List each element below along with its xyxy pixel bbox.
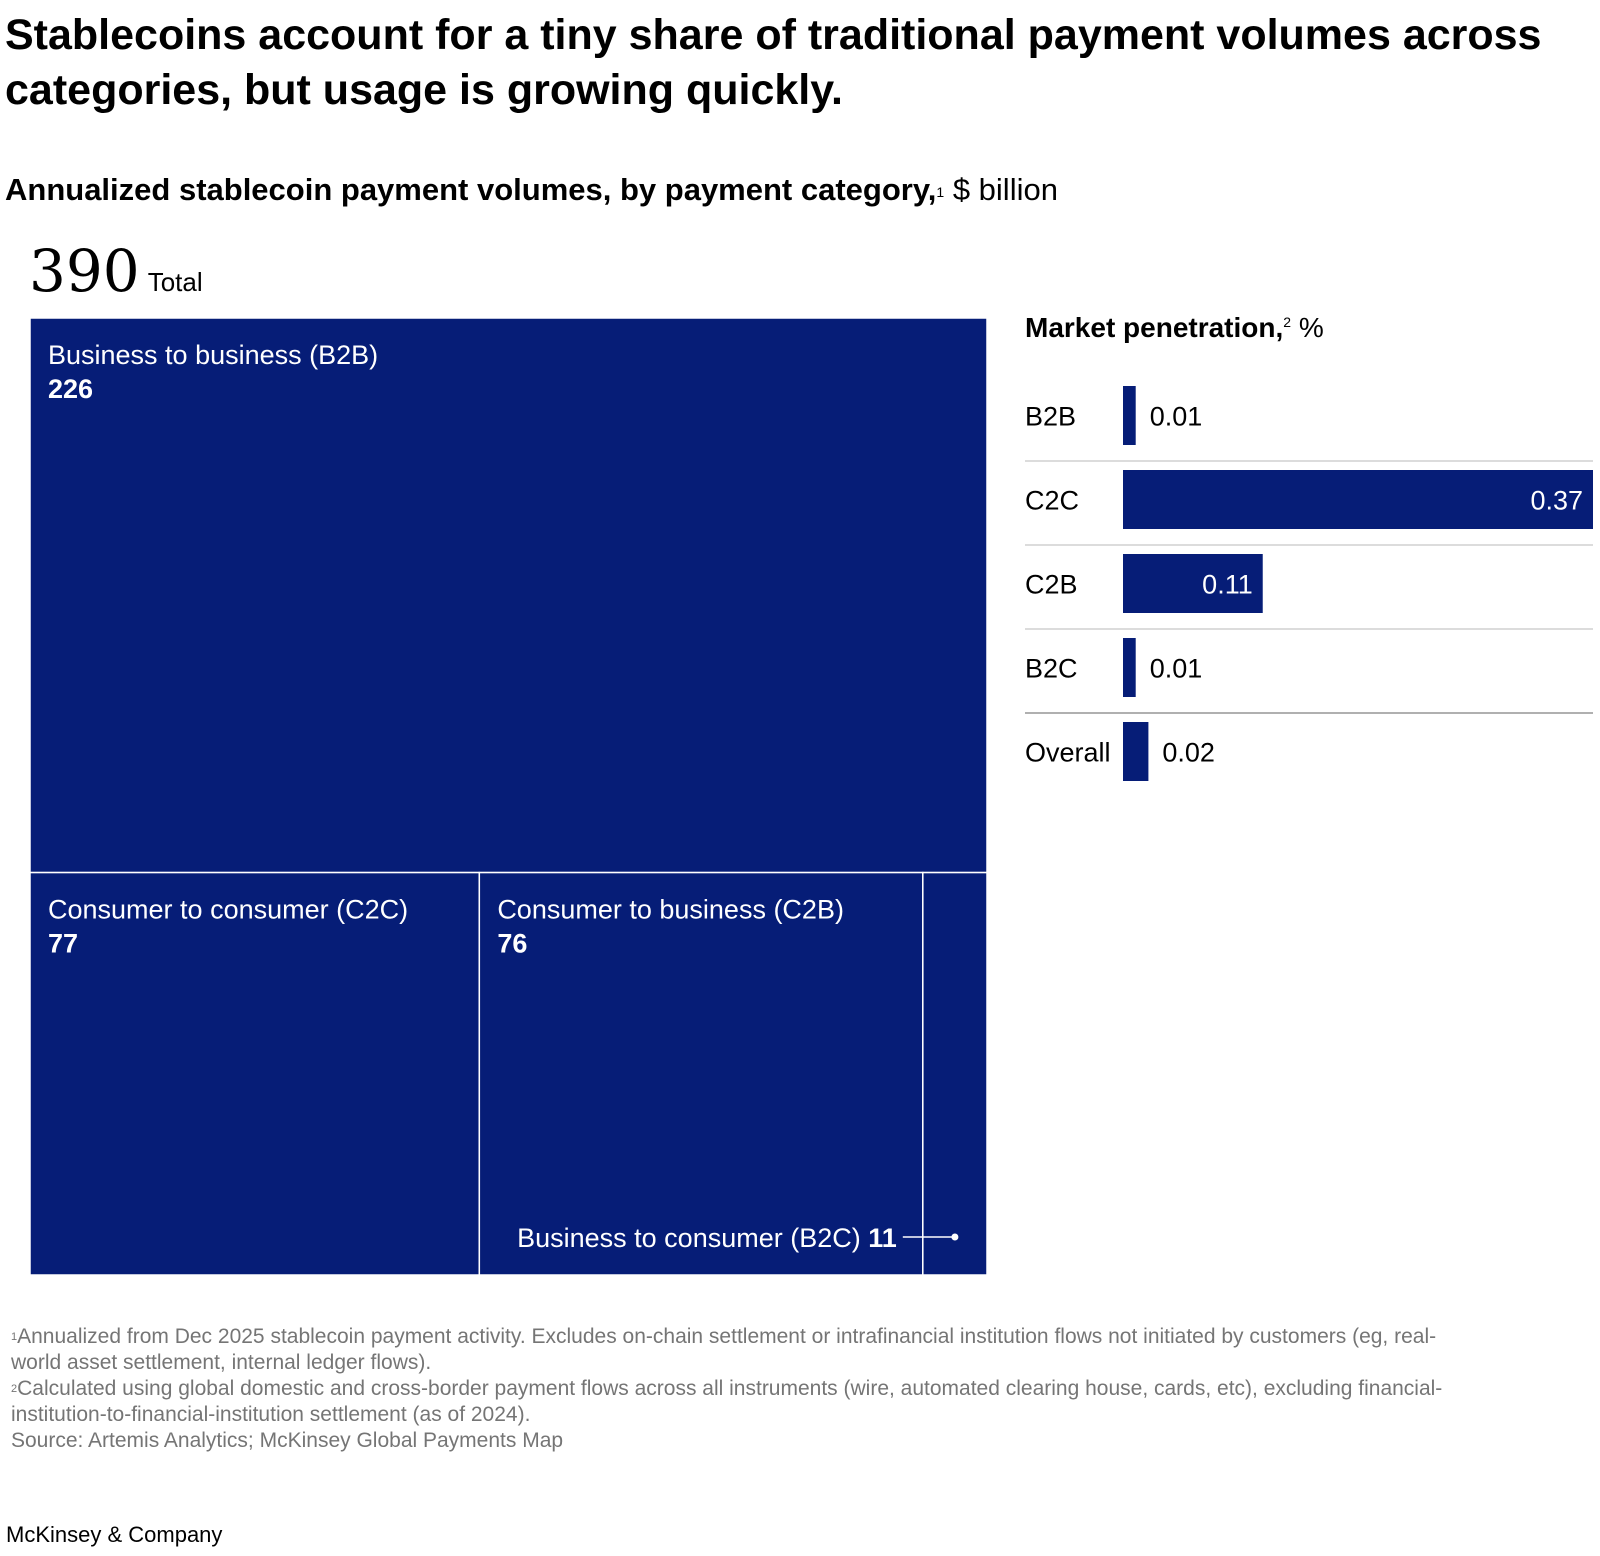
chart-title: Stablecoins account for a tiny share of … bbox=[5, 11, 1542, 114]
penetration-bar-c2b bbox=[1123, 554, 1263, 613]
penetration-unit: % bbox=[1298, 312, 1324, 343]
treemap-value-consumer-to-consumer-c2c: 77 bbox=[48, 929, 78, 959]
penetration-title: Market penetration,2 % bbox=[1025, 312, 1324, 344]
penetration-category-c2c: C2C bbox=[1025, 486, 1079, 516]
treemap-cell-business-to-business-b2b bbox=[30, 318, 987, 874]
treemap-label-b2c: Business to consumer (B2C) 11 bbox=[517, 1223, 897, 1253]
penetration-value-overall: 0.02 bbox=[1162, 738, 1215, 768]
subtitle-footnote-marker: 1 bbox=[936, 184, 945, 200]
footnote-2-marker: 2 bbox=[11, 1383, 18, 1395]
penetration-title-text: Market penetration, bbox=[1025, 312, 1284, 343]
penetration-bar-b2c bbox=[1123, 638, 1136, 697]
penetration-bar-b2b bbox=[1123, 386, 1136, 445]
total-value: 390 bbox=[29, 237, 140, 305]
treemap-cell-consumer-to-consumer-c2c bbox=[30, 871, 481, 1275]
footnote-1: 1Annualized from Dec 2025 stablecoin pay… bbox=[5, 1324, 1445, 1376]
penetration-category-b2b: B2B bbox=[1025, 402, 1076, 432]
footnote-2-text: Calculated using global domestic and cro… bbox=[11, 1377, 1443, 1426]
treemap-value-business-to-business-b2b: 226 bbox=[48, 374, 93, 404]
penetration-value-c2c: 0.37 bbox=[1530, 486, 1583, 516]
penetration-footnote-marker: 2 bbox=[1283, 314, 1292, 330]
treemap-cell-business-to-consumer-b2c bbox=[922, 871, 987, 1275]
footnotes: 1Annualized from Dec 2025 stablecoin pay… bbox=[5, 1324, 1445, 1454]
penetration-category-c2b: C2B bbox=[1025, 570, 1078, 600]
penetration-category-overall: Overall bbox=[1025, 738, 1111, 768]
penetration-category-b2c: B2C bbox=[1025, 654, 1078, 684]
treemap-cell-consumer-to-business-c2b bbox=[478, 871, 924, 1275]
treemap-label-consumer-to-consumer-c2c: Consumer to consumer (C2C) bbox=[48, 895, 408, 925]
chart-subtitle: Annualized stablecoin payment volumes, b… bbox=[5, 170, 1058, 210]
treemap-chart: Business to business (B2B) 226 Consumer to… bbox=[30, 318, 987, 1275]
subtitle-text: Annualized stablecoin payment volumes, b… bbox=[5, 172, 937, 207]
treemap-value-consumer-to-business-c2b: 76 bbox=[497, 929, 527, 959]
total-block: 390 Total bbox=[29, 238, 203, 304]
total-label: Total bbox=[147, 267, 203, 297]
treemap-label-b2c-name: Business to consumer (B2C) bbox=[517, 1223, 868, 1253]
footnote-2: 2Calculated using global domestic and cr… bbox=[5, 1376, 1445, 1428]
subtitle-unit: $ billion bbox=[952, 172, 1058, 207]
penetration-value-b2c: 0.01 bbox=[1150, 654, 1203, 684]
penetration-bar-overall bbox=[1123, 722, 1149, 781]
brand-logo-text: McKinsey & Company bbox=[6, 1522, 223, 1547]
penetration-bar-c2c bbox=[1123, 470, 1593, 529]
footnote-1-text: Annualized from Dec 2025 stablecoin paym… bbox=[11, 1325, 1437, 1374]
treemap-label-business-to-business-b2b: Business to business (B2B) bbox=[48, 340, 378, 370]
penetration-bar-chart: B2B 0.01 C2C 0.37 C2B 0.11 B2C 0.01 Overall 0.02 bbox=[1025, 386, 1593, 781]
treemap-value-b2c: 11 bbox=[868, 1223, 897, 1253]
treemap-label-consumer-to-business-c2b: Consumer to business (C2B) bbox=[497, 895, 844, 925]
penetration-value-b2b: 0.01 bbox=[1150, 402, 1203, 432]
source-note: Source: Artemis Analytics; McKinsey Glob… bbox=[11, 1429, 564, 1452]
penetration-value-c2b: 0.11 bbox=[1202, 570, 1253, 600]
footnote-1-marker: 1 bbox=[11, 1331, 18, 1343]
